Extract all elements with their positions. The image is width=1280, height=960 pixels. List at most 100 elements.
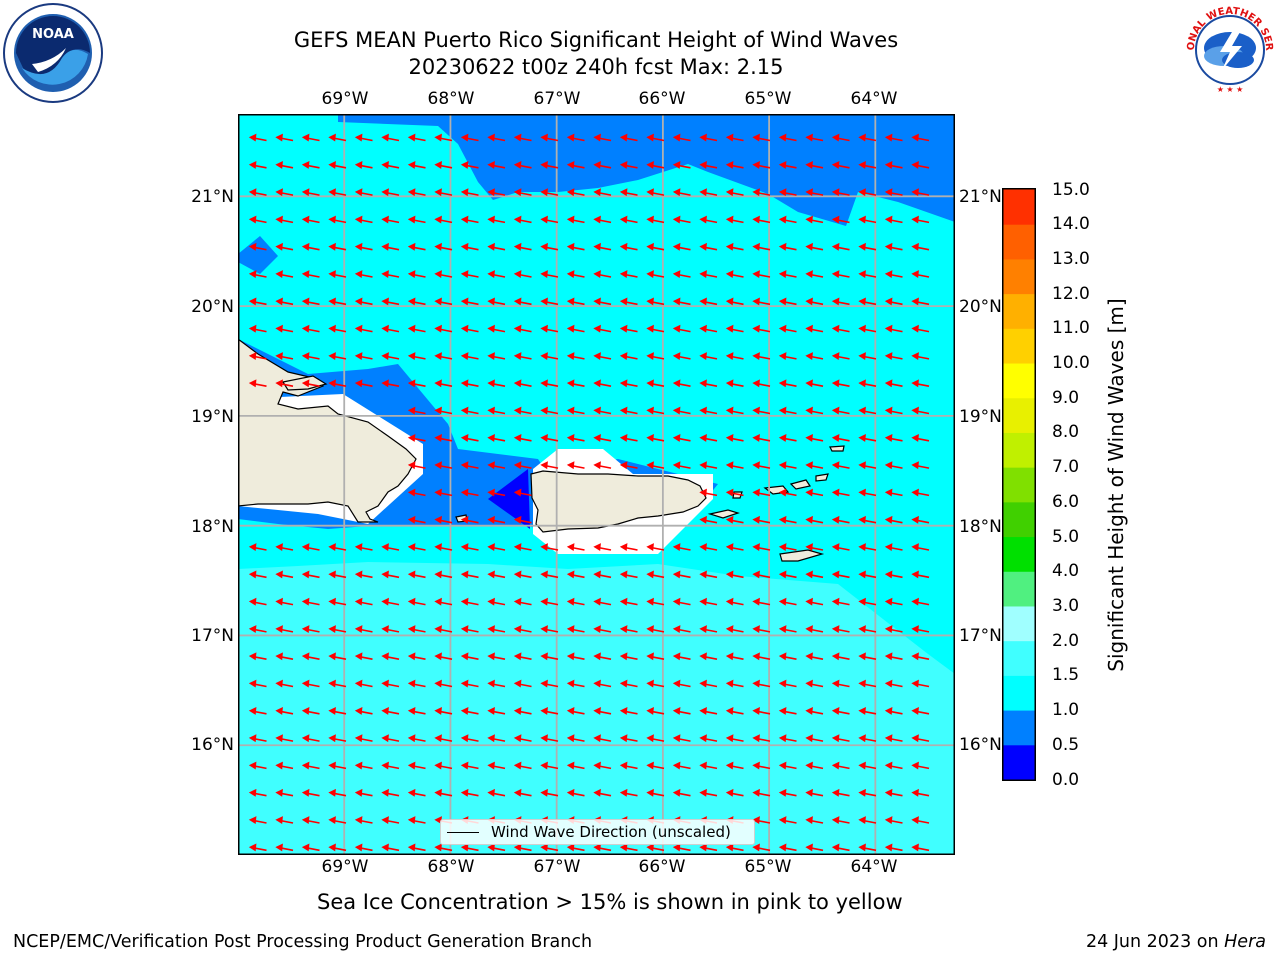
wave-direction-arrowhead (699, 160, 707, 169)
wave-direction-arrowhead (672, 679, 681, 688)
wave-direction-arrowhead (805, 406, 813, 415)
wave-direction-arrowhead (699, 215, 707, 224)
wave-direction-arrowhead (699, 433, 707, 442)
wave-direction-arrowhead (381, 352, 389, 360)
wave-direction-arrowhead (487, 788, 495, 797)
wave-direction-arrowhead (434, 543, 442, 552)
wave-direction-arrowhead (593, 734, 601, 743)
wave-direction-arrowhead (831, 597, 840, 606)
wave-direction-arrowhead (248, 788, 257, 797)
wave-direction-arrowhead (301, 324, 310, 333)
wave-direction-arrowhead (513, 706, 522, 715)
wave-direction-arrowhead (540, 270, 548, 279)
wave-direction-arrowhead (699, 270, 707, 279)
wave-direction-arrowhead (884, 461, 893, 470)
colorbar-tick-label: 3.0 (1052, 595, 1080, 616)
wave-direction-arrowhead (778, 160, 787, 169)
wave-direction-arrowhead (725, 788, 734, 797)
svg-text:NOAA: NOAA (32, 27, 74, 42)
wave-direction-arrowhead (513, 461, 522, 470)
wave-direction-arrowhead (407, 324, 416, 333)
wave-direction-arrowhead (593, 433, 601, 442)
wave-direction-arrowhead (831, 406, 840, 415)
wave-direction-arrowhead (884, 788, 893, 797)
wave-direction-arrowhead (752, 215, 760, 224)
st-croix-island (779, 549, 825, 562)
wave-direction-arrowhead (566, 215, 575, 224)
wave-direction-arrowhead (884, 543, 893, 552)
wave-direction-arrowhead (911, 488, 919, 497)
wave-direction-arrowhead (805, 270, 813, 279)
wave-direction-arrowhead (566, 734, 575, 743)
wave-direction-arrowhead (858, 679, 866, 688)
wave-direction-arrowhead (646, 706, 654, 715)
wave-direction-arrowhead (752, 515, 760, 524)
wave-direction-arrowhead (831, 379, 840, 388)
wave-direction-arrowhead (884, 242, 893, 251)
wave-direction-arrowhead (752, 324, 760, 333)
wave-direction-arrowhead (301, 188, 310, 197)
wave-direction-arrowhead (699, 188, 707, 197)
wave-direction-arrowhead (487, 215, 495, 224)
colorbar-tick-label: 1.5 (1052, 665, 1080, 686)
wave-direction-arrowhead (460, 706, 469, 715)
wave-direction-arrowhead (566, 788, 575, 797)
wave-direction-arrowhead (275, 625, 283, 633)
colorbar-tick-label: 7.0 (1052, 457, 1080, 478)
wave-direction-arrowhead (911, 625, 919, 633)
wave-direction-arrowhead (460, 433, 469, 442)
colorbar-segment (1003, 501, 1035, 538)
wave-direction-arrowhead (752, 816, 760, 825)
wave-direction-arrowhead (778, 406, 787, 415)
wave-direction-arrowhead (672, 406, 681, 415)
wave-direction-arrowhead (778, 652, 787, 661)
wave-direction-arrowhead (566, 324, 575, 333)
wave-direction-arrowhead (858, 515, 866, 524)
wave-direction-arrowhead (752, 297, 760, 306)
wave-direction-arrowhead (752, 188, 760, 197)
wave-direction-arrowhead (805, 160, 813, 169)
wave-direction-arrowhead (646, 570, 654, 579)
wave-direction-arrowhead (460, 843, 469, 852)
wave-direction-arrowhead (248, 625, 257, 633)
wave-direction-arrowhead (381, 242, 389, 251)
wave-direction-arrowhead (381, 270, 389, 279)
wave-direction-arrowhead (884, 679, 893, 688)
anegada-island (829, 445, 845, 452)
wave-direction-arrowhead (407, 461, 416, 470)
wave-direction-arrowhead (328, 270, 336, 279)
wave-direction-arrowhead (752, 270, 760, 279)
wave-direction-arrowhead (752, 706, 760, 715)
wave-direction-arrowhead (248, 543, 257, 552)
wave-direction-arrowhead (858, 433, 866, 442)
wave-direction-arrowhead (646, 297, 654, 306)
wave-direction-arrowhead (487, 543, 495, 552)
wave-direction-arrowhead (884, 816, 893, 825)
wave-direction-arrowhead (778, 133, 787, 142)
wave-direction-arrowhead (407, 543, 416, 552)
tortola-island (815, 473, 829, 482)
wave-direction-arrowhead (646, 160, 654, 169)
lon-tick-label-top: 65°W (744, 89, 792, 109)
wave-direction-arrowhead (752, 160, 760, 169)
wave-direction-arrowhead (725, 133, 734, 142)
wave-direction-arrowhead (540, 242, 548, 251)
wave-direction-arrowhead (487, 570, 495, 579)
wave-direction-arrowhead (328, 242, 336, 251)
lon-tick-label-top: 68°W (427, 89, 475, 109)
wave-direction-arrowhead (752, 570, 760, 579)
lat-tick-label-right: 18°N (959, 517, 1002, 537)
footer-date: 24 Jun 2023 on Hera (1086, 932, 1266, 952)
wave-direction-arrowhead (566, 433, 575, 442)
wave-direction-arrowhead (301, 706, 310, 715)
wave-band-0.0-0.5 (488, 469, 530, 529)
wave-direction-arrowhead (672, 379, 681, 388)
wave-direction-arrowhead (593, 215, 601, 224)
wave-direction-arrowhead (540, 706, 548, 715)
wave-direction-arrowhead (275, 734, 283, 743)
wave-direction-arrowhead (699, 543, 707, 552)
wave-direction-arrowhead (487, 133, 495, 142)
wave-direction-arrowhead (831, 133, 840, 142)
wave-direction-arrowhead (301, 297, 310, 306)
wave-direction-arrowhead (911, 788, 919, 797)
